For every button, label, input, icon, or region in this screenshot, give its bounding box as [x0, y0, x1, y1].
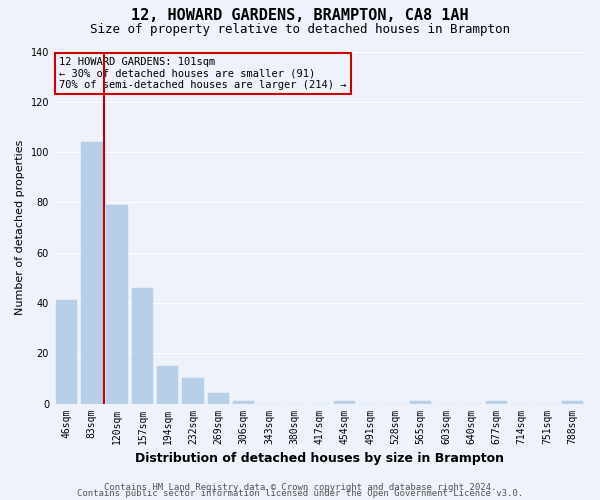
- Text: 12 HOWARD GARDENS: 101sqm
← 30% of detached houses are smaller (91)
70% of semi-: 12 HOWARD GARDENS: 101sqm ← 30% of detac…: [59, 57, 347, 90]
- Bar: [334, 401, 355, 404]
- Bar: [208, 394, 229, 404]
- Bar: [182, 378, 204, 404]
- Bar: [106, 205, 128, 404]
- Text: Contains public sector information licensed under the Open Government Licence v3: Contains public sector information licen…: [77, 490, 523, 498]
- Bar: [56, 300, 77, 404]
- Text: 12, HOWARD GARDENS, BRAMPTON, CA8 1AH: 12, HOWARD GARDENS, BRAMPTON, CA8 1AH: [131, 8, 469, 22]
- Bar: [131, 288, 153, 404]
- Bar: [486, 401, 507, 404]
- Bar: [233, 401, 254, 404]
- X-axis label: Distribution of detached houses by size in Brampton: Distribution of detached houses by size …: [135, 452, 504, 465]
- Bar: [81, 142, 103, 404]
- Text: Contains HM Land Registry data © Crown copyright and database right 2024.: Contains HM Land Registry data © Crown c…: [104, 484, 496, 492]
- Bar: [157, 366, 178, 404]
- Text: Size of property relative to detached houses in Brampton: Size of property relative to detached ho…: [90, 22, 510, 36]
- Bar: [410, 401, 431, 404]
- Y-axis label: Number of detached properties: Number of detached properties: [15, 140, 25, 315]
- Bar: [562, 401, 583, 404]
